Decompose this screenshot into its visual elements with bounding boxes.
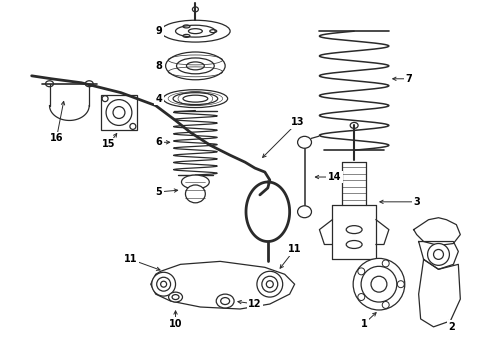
Ellipse shape xyxy=(257,271,283,297)
Text: 10: 10 xyxy=(169,319,182,329)
Text: 2: 2 xyxy=(448,322,455,332)
Ellipse shape xyxy=(185,185,205,203)
Ellipse shape xyxy=(106,100,132,125)
Text: 11: 11 xyxy=(288,244,301,255)
Ellipse shape xyxy=(216,294,234,308)
Text: 12: 12 xyxy=(248,299,262,309)
Text: 8: 8 xyxy=(155,61,162,71)
Text: 5: 5 xyxy=(155,187,162,197)
Ellipse shape xyxy=(181,175,209,189)
Bar xyxy=(101,95,137,130)
Text: 4: 4 xyxy=(155,94,162,104)
Text: 16: 16 xyxy=(49,133,63,143)
Text: 15: 15 xyxy=(102,139,116,149)
Ellipse shape xyxy=(161,20,230,42)
Text: 13: 13 xyxy=(291,117,304,127)
Ellipse shape xyxy=(428,243,449,265)
Text: 1: 1 xyxy=(361,319,368,329)
Text: 9: 9 xyxy=(155,26,162,36)
Polygon shape xyxy=(414,218,460,246)
Polygon shape xyxy=(418,242,458,269)
Ellipse shape xyxy=(163,90,228,108)
Text: 14: 14 xyxy=(327,172,341,182)
Ellipse shape xyxy=(297,206,312,218)
Ellipse shape xyxy=(353,258,405,310)
Ellipse shape xyxy=(169,292,182,302)
Ellipse shape xyxy=(166,52,225,80)
Text: 3: 3 xyxy=(413,197,420,207)
Ellipse shape xyxy=(152,272,175,296)
Polygon shape xyxy=(151,261,294,309)
Text: 6: 6 xyxy=(155,137,162,147)
Polygon shape xyxy=(418,260,460,327)
Text: 11: 11 xyxy=(124,255,138,264)
Ellipse shape xyxy=(297,136,312,148)
Text: 7: 7 xyxy=(405,74,412,84)
